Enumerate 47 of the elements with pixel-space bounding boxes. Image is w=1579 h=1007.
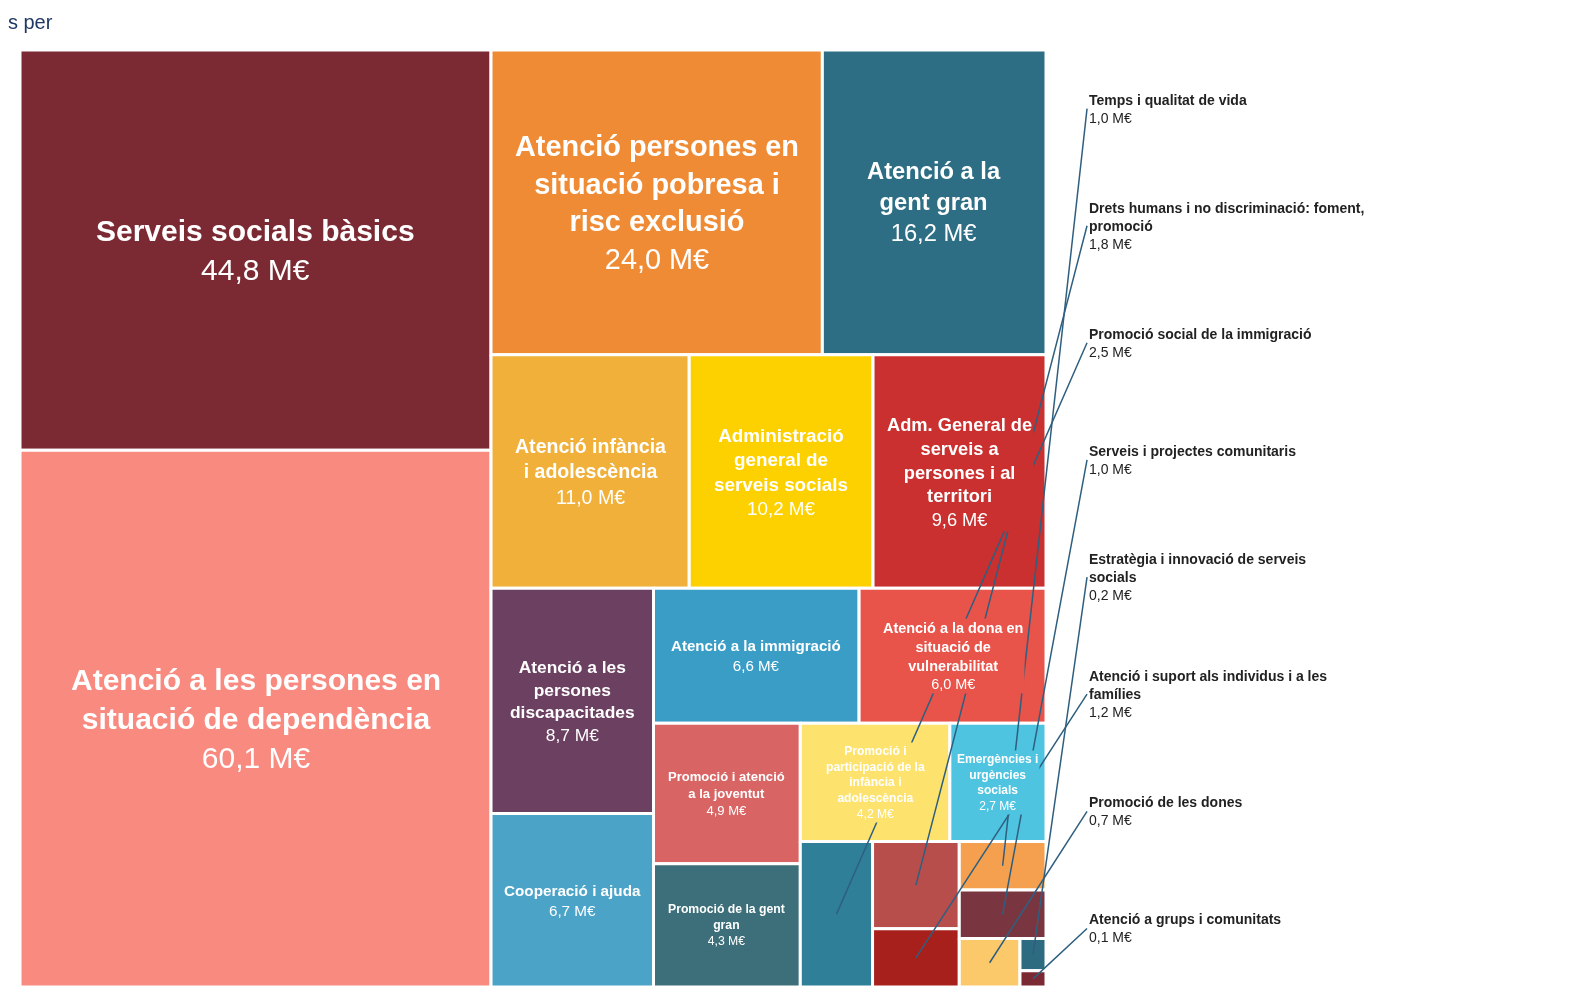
category-label: Promoció de les dones — [1089, 794, 1243, 810]
category-label: Atenció i suport als individus i a les famílies — [1089, 668, 1328, 703]
category-label: Drets humans i no discriminació: foment, promoció — [1089, 200, 1365, 235]
category-label: Cooperació i ajuda — [504, 882, 641, 899]
data-label: 0,2 M€ — [1089, 587, 1133, 604]
data-label: 6,6 M€ — [732, 656, 780, 674]
data-label: 6,0 M€ — [931, 676, 976, 693]
data-label: 6,7 M€ — [548, 901, 597, 919]
data-label: 60,1 M€ — [201, 741, 311, 774]
category-label: Atenció a grups i comunitats — [1089, 911, 1282, 927]
category-label: Atenció infància i adolescència — [515, 435, 667, 483]
data-label: 0,7 M€ — [1089, 812, 1133, 829]
category-label: Temps i qualitat de vida — [1089, 92, 1247, 108]
category-label: Atenció a la immigració — [671, 637, 841, 654]
data-label: 16,2 M€ — [890, 219, 977, 246]
data-label: 1,0 M€ — [1089, 110, 1133, 127]
category-label: Atenció a la dona en situació de vulnerabilitat — [883, 620, 1024, 674]
data-label: 0,1 M€ — [1089, 929, 1133, 946]
category-label: Promoció social de la immigració — [1089, 326, 1312, 342]
category-label: Promoció i atenció a la joventut — [668, 769, 785, 801]
data-label: 24,0 M€ — [604, 242, 710, 275]
data-label: 4,2 M€ — [856, 806, 895, 821]
category-label: Atenció persones en situació pobresa i risc exclusió — [515, 130, 800, 238]
category-label: Serveis socials bàsics — [96, 214, 415, 247]
data-label: 44,8 M€ — [201, 253, 310, 286]
data-label: 4,9 M€ — [706, 802, 748, 818]
category-label: Adm. General de serveis a persones i al territori — [887, 414, 1033, 507]
category-label: Promoció i participació de la infància i adolescència — [826, 744, 925, 806]
data-label: 1,8 M€ — [1089, 236, 1133, 253]
data-label: 1,0 M€ — [1089, 461, 1133, 478]
data-label: 2,5 M€ — [1089, 344, 1133, 361]
data-label: 8,7 M€ — [545, 724, 600, 745]
data-label: 1,2 M€ — [1089, 704, 1133, 721]
category-label: Emergències i urgències socials — [957, 752, 1039, 798]
category-label: Estratègia i innovació de serveis socials — [1089, 551, 1307, 586]
category-label: Atenció a les persones en situació de dependència — [71, 663, 442, 735]
data-label: 10,2 M€ — [746, 498, 816, 520]
category-label: Serveis i projectes comunitaris — [1089, 443, 1297, 459]
text: s per — [7, 11, 53, 34]
category-label: Promoció de la gent gran — [668, 902, 785, 932]
data-label: 2,7 M€ — [979, 798, 1017, 813]
category-label: Atenció a les persones discapacitades — [510, 657, 635, 723]
data-label: 4,3 M€ — [707, 933, 746, 948]
category-label: Atenció a la gent gran — [867, 158, 1001, 215]
data-label: 11,0 M€ — [555, 485, 626, 508]
category-label: Administració general de serveis socials — [714, 425, 848, 495]
data-label: 9,6 M€ — [931, 509, 988, 531]
